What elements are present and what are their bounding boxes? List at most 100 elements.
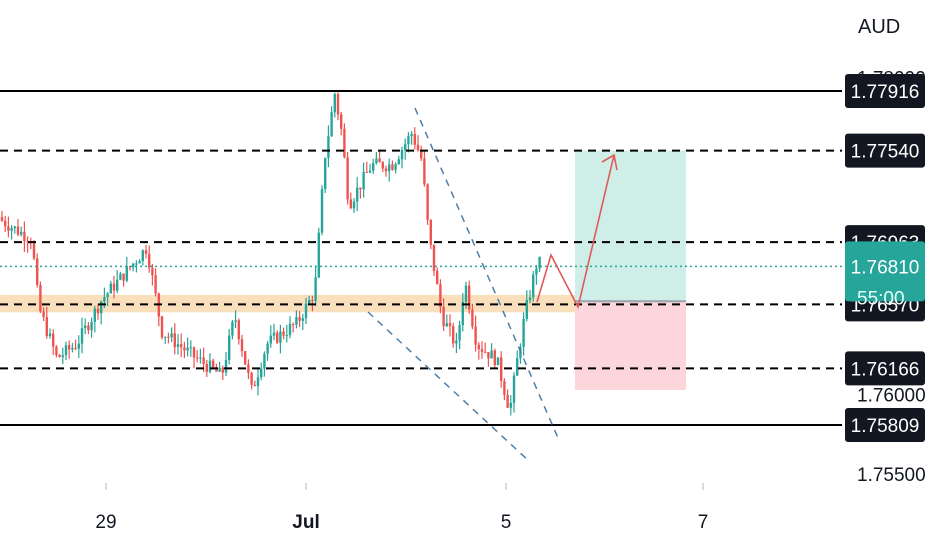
candle-body	[218, 367, 221, 372]
candle-body	[151, 267, 154, 276]
candle-body	[487, 352, 490, 359]
candle-body	[490, 350, 493, 359]
candle-body	[215, 367, 218, 372]
candle-body	[84, 325, 87, 329]
candle-up	[164, 336, 167, 345]
candle-body	[192, 347, 196, 358]
candle-body	[522, 318, 525, 347]
candle-up	[304, 297, 308, 325]
candle-body	[205, 363, 208, 372]
candle-up	[397, 155, 400, 166]
candle-up	[362, 162, 365, 198]
candle-body	[388, 164, 391, 172]
candle-body	[138, 261, 141, 264]
price-badge: 1.77540	[845, 133, 925, 168]
candle-body	[352, 201, 356, 209]
candle-body	[135, 263, 138, 265]
x-tick-label: 5	[501, 512, 512, 533]
candle-body	[42, 311, 45, 318]
candle-up	[170, 327, 173, 343]
candle-body	[452, 326, 455, 344]
candle-body	[202, 357, 205, 364]
candle-down	[55, 345, 58, 358]
candle-up	[132, 262, 135, 272]
candle-body	[384, 168, 388, 172]
candle-body	[413, 133, 416, 145]
candle-body	[93, 308, 96, 322]
candle-body	[228, 335, 231, 361]
candle-body	[237, 320, 240, 340]
x-tick-label: 29	[95, 512, 116, 533]
candle-down	[183, 341, 186, 359]
candle-down	[180, 333, 183, 358]
candle-down	[167, 332, 170, 344]
candle-down	[26, 236, 29, 253]
candle-up	[445, 314, 448, 328]
candle-body	[493, 350, 496, 366]
candle-down	[292, 322, 295, 333]
candle-up	[80, 317, 84, 354]
candle-body	[13, 226, 16, 229]
candle-down	[336, 91, 340, 121]
price-badge: 1.77916	[845, 74, 925, 108]
candle-body	[71, 347, 74, 350]
candle-up	[125, 257, 128, 283]
candle-body	[410, 133, 413, 137]
x-tick-label: Jul	[292, 512, 319, 533]
candle-up	[71, 342, 74, 353]
candle-body	[439, 284, 442, 307]
candle-body	[445, 323, 448, 327]
candle-body	[298, 317, 301, 321]
candle-body	[234, 320, 237, 322]
candle-body	[359, 187, 362, 190]
candle-down	[343, 123, 346, 159]
candle-up	[84, 318, 87, 335]
price-badge-label: 1.75809	[851, 416, 920, 437]
candle-up	[330, 106, 333, 137]
candle-up	[368, 163, 372, 174]
candle-up	[279, 324, 282, 354]
candle-down	[244, 350, 247, 366]
candle-body	[186, 347, 189, 351]
candle-body	[256, 377, 260, 386]
candle-body	[381, 162, 384, 169]
candle-body	[516, 358, 519, 376]
candle-up	[260, 362, 263, 381]
candle-down	[298, 310, 301, 328]
candle-body	[106, 293, 109, 298]
candle-body	[23, 231, 26, 242]
candle-down	[391, 160, 394, 171]
candle-body	[167, 336, 170, 338]
candle-up	[458, 320, 461, 350]
candle-up	[352, 198, 356, 213]
candle-body	[68, 345, 71, 350]
candle-body	[368, 170, 372, 173]
candle-up	[394, 162, 397, 174]
candle-up	[372, 158, 375, 175]
candle-body	[164, 336, 167, 338]
candle-up	[61, 347, 64, 365]
price-badge-label: 1.77916	[851, 82, 920, 103]
candle-body	[26, 241, 29, 243]
candle-up	[388, 158, 391, 182]
candle-up	[90, 317, 93, 338]
candle-up	[400, 146, 404, 169]
candle-body	[464, 285, 468, 302]
candle-down	[503, 378, 506, 401]
candle-body	[125, 266, 128, 281]
candle-down	[413, 127, 416, 150]
candle-down	[45, 306, 48, 339]
candle-down	[365, 161, 368, 173]
candle-body	[240, 339, 244, 352]
candle-down	[500, 351, 503, 388]
price-badge-bg	[845, 133, 925, 168]
candle-down	[416, 135, 420, 152]
candle-down	[112, 275, 116, 299]
candle-body	[327, 136, 330, 159]
candle-body	[16, 226, 20, 235]
candle-body	[148, 253, 151, 268]
candle-down	[4, 215, 7, 233]
candle-body	[311, 299, 314, 302]
candle-up	[231, 319, 234, 340]
